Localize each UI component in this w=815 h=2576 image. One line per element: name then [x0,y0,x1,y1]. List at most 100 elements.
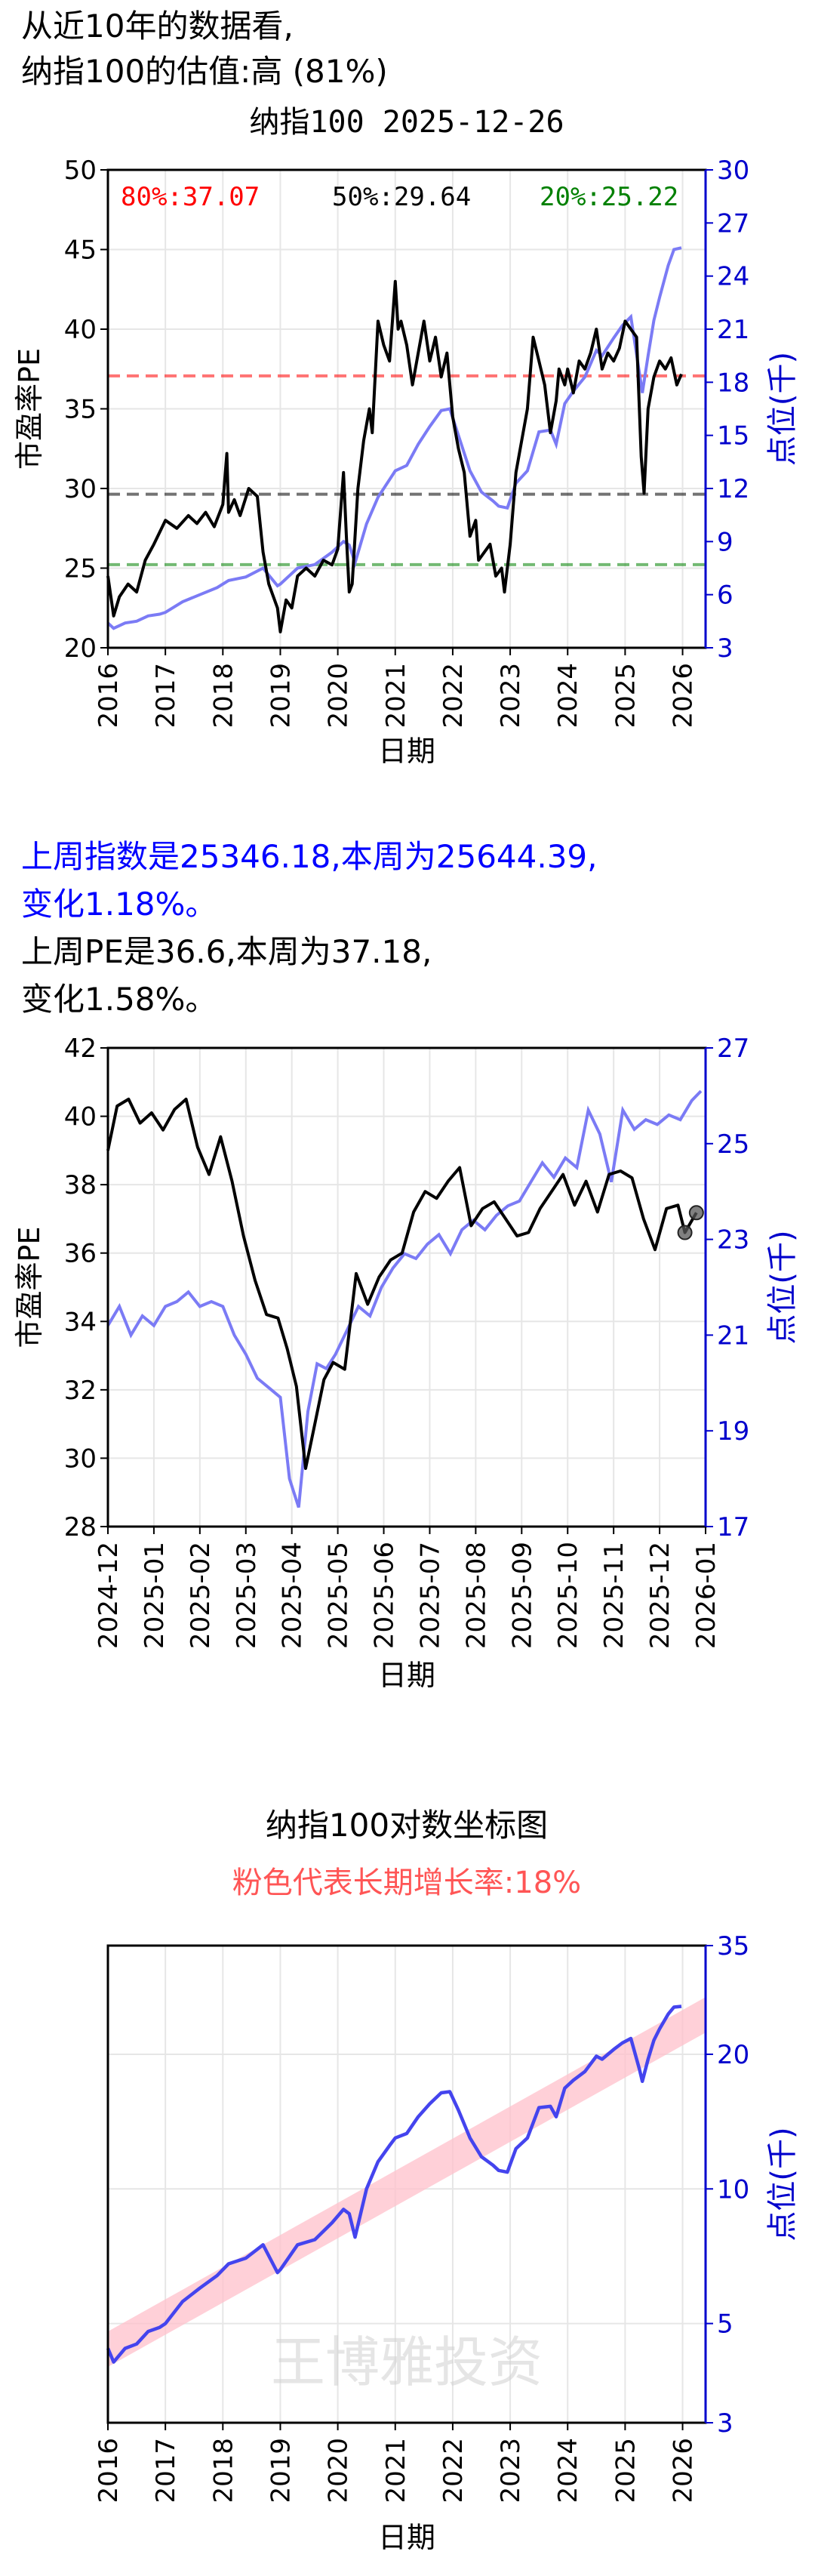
y-tick-label: 42 [64,1034,97,1064]
pe-recent-chart: 28 30 32 34 36 38 40 42 17 19 21 23 25 27 2024-12 2025-… [13,1034,800,1692]
y2-tick-label: 27 [717,208,749,239]
y2-tick-label: 15 [717,421,749,451]
x-tick-label: 2022 [438,2438,469,2504]
y2-tick-label: 5 [717,2309,734,2340]
x-tick-label: 2017 [151,2438,181,2504]
x-tick-label: 2019 [266,2438,296,2504]
index-change-text: 上周指数是25346.18,本周为25644.39, [21,838,598,875]
y2-tick-label: 17 [717,1512,749,1542]
chart-subtitle: 粉色代表长期增长率:18% [232,1866,581,1900]
x-tick-label: 2025-04 [278,1542,308,1649]
index-line [106,246,682,630]
y-tick-label: 45 [64,236,97,266]
y-tick-label: 40 [64,1102,97,1132]
y-tick-label: 40 [64,315,97,345]
y-tick-label: 30 [64,474,97,504]
x-tick-label: 2025-12 [645,1542,675,1649]
x-tick-label: 2025-01 [140,1542,170,1649]
y-tick-label: 34 [64,1307,97,1337]
y2-tick-label: 23 [717,1225,749,1256]
y2-tick-label: 6 [717,581,734,611]
percentile-label: 80%:37.07 [121,182,260,212]
x-tick-label: 2025-10 [553,1542,583,1649]
x-tick-label: 2025-11 [599,1542,629,1649]
y-axis-label: 市盈率PE [13,348,46,470]
x-tick-label: 2024-12 [94,1542,124,1649]
y-tick-label: 36 [64,1239,97,1269]
x-tick-label: 2020 [324,663,354,729]
log-scale-chart: 纳指100对数坐标图粉色代表长期增长率:18%王博雅投资351020352016… [94,1807,800,2554]
y2-tick-label: 3 [717,2408,734,2439]
x-tick-label: 2026-01 [691,1542,721,1649]
y2-tick-label: 9 [717,527,734,557]
y2-axis-label: 点位(千) [765,352,800,466]
y2-axis-label: 点位(千) [765,2127,800,2241]
valuation-line-2: 纳指100的估值:高 (81%) [21,53,388,90]
y2-tick-label: 30 [717,156,749,186]
index-line [106,1089,703,1508]
valuation-line-1: 从近10年的数据看, [21,8,294,45]
plot-frame [106,1046,707,1528]
x-tick-label: 2025-02 [186,1542,216,1649]
x-tick-label: 2024 [553,2438,583,2504]
x-tick-label: 2025 [610,663,641,729]
y-tick-label: 28 [64,1512,97,1542]
watermark: 王博雅投资 [271,2331,543,2394]
y2-axis-label: 点位(千) [765,1230,800,1344]
y2-tick-label: 35 [717,1931,749,1961]
x-tick-label: 2017 [151,663,181,729]
y2-tick-label: 27 [717,1034,749,1064]
x-tick-label: 2025-05 [324,1542,354,1649]
chart-title: 纳指100 2025-12-26 [249,105,564,140]
x-tick-label: 2025 [610,2438,641,2504]
y2-tick-label: 10 [717,2174,749,2205]
pe-line [106,1097,698,1470]
x-tick-label: 2025-08 [461,1542,491,1649]
index-change-pct-text: 变化1.18%。 [21,886,217,923]
y2-tick-label: 3 [717,633,734,664]
x-tick-label: 2020 [324,2438,354,2504]
y2-tick-label: 19 [717,1416,749,1447]
x-tick-label: 2021 [381,2438,411,2504]
x-tick-label: 2018 [208,2438,238,2504]
x-tick-label: 2016 [94,663,124,729]
highlight-point [688,1205,704,1221]
header: 从近10年的数据看, 纳指100的估值:高 (81%) [0,0,815,98]
weekly-summary: 上周指数是25346.18,本周为25644.39, 变化1.18%。 上周PE… [0,785,815,1027]
x-tick-label: 2019 [266,663,296,729]
x-tick-label: 2025-06 [370,1542,400,1649]
x-tick-label: 2025-07 [415,1542,445,1649]
y-tick-label: 25 [64,554,97,584]
percentile-label: 50%:29.64 [332,182,471,212]
percentile-label: 20%:25.22 [540,182,678,212]
x-tick-label: 2026 [669,2438,699,2504]
x-tick-label: 2016 [94,2438,124,2504]
y2-tick-label: 24 [717,262,749,292]
x-tick-label: 2023 [496,2438,526,2504]
y-tick-label: 32 [64,1376,97,1406]
x-tick-label: 2026 [669,663,699,729]
y2-tick-label: 20 [717,2040,749,2070]
pe-change-pct-text: 变化1.58%。 [21,981,217,1018]
y2-tick-label: 12 [717,474,749,504]
y2-tick-label: 18 [717,368,749,398]
pe-change-text: 上周PE是36.6,本周为37.18, [21,933,432,970]
x-axis-label: 日期 [378,735,435,768]
x-axis-label: 日期 [378,2521,435,2554]
x-tick-label: 2024 [553,663,583,729]
y-tick-label: 30 [64,1444,97,1474]
pe-line [106,279,683,633]
x-tick-label: 2022 [438,663,469,729]
y2-tick-label: 21 [717,1320,749,1351]
x-axis-label: 日期 [378,1659,435,1692]
y-tick-label: 50 [64,156,97,186]
x-tick-label: 2023 [496,663,526,729]
highlight-point [677,1225,693,1240]
y-tick-label: 20 [64,633,97,664]
pe-10y-chart: 纳指100 2025-12-26 80%:37.07 50%:29.64 20%:25… [13,105,800,768]
x-tick-label: 2025-09 [507,1542,537,1649]
y2-tick-label: 25 [717,1129,749,1160]
y2-tick-label: 21 [717,315,749,345]
y-tick-label: 38 [64,1170,97,1200]
x-tick-label: 2018 [208,663,238,729]
